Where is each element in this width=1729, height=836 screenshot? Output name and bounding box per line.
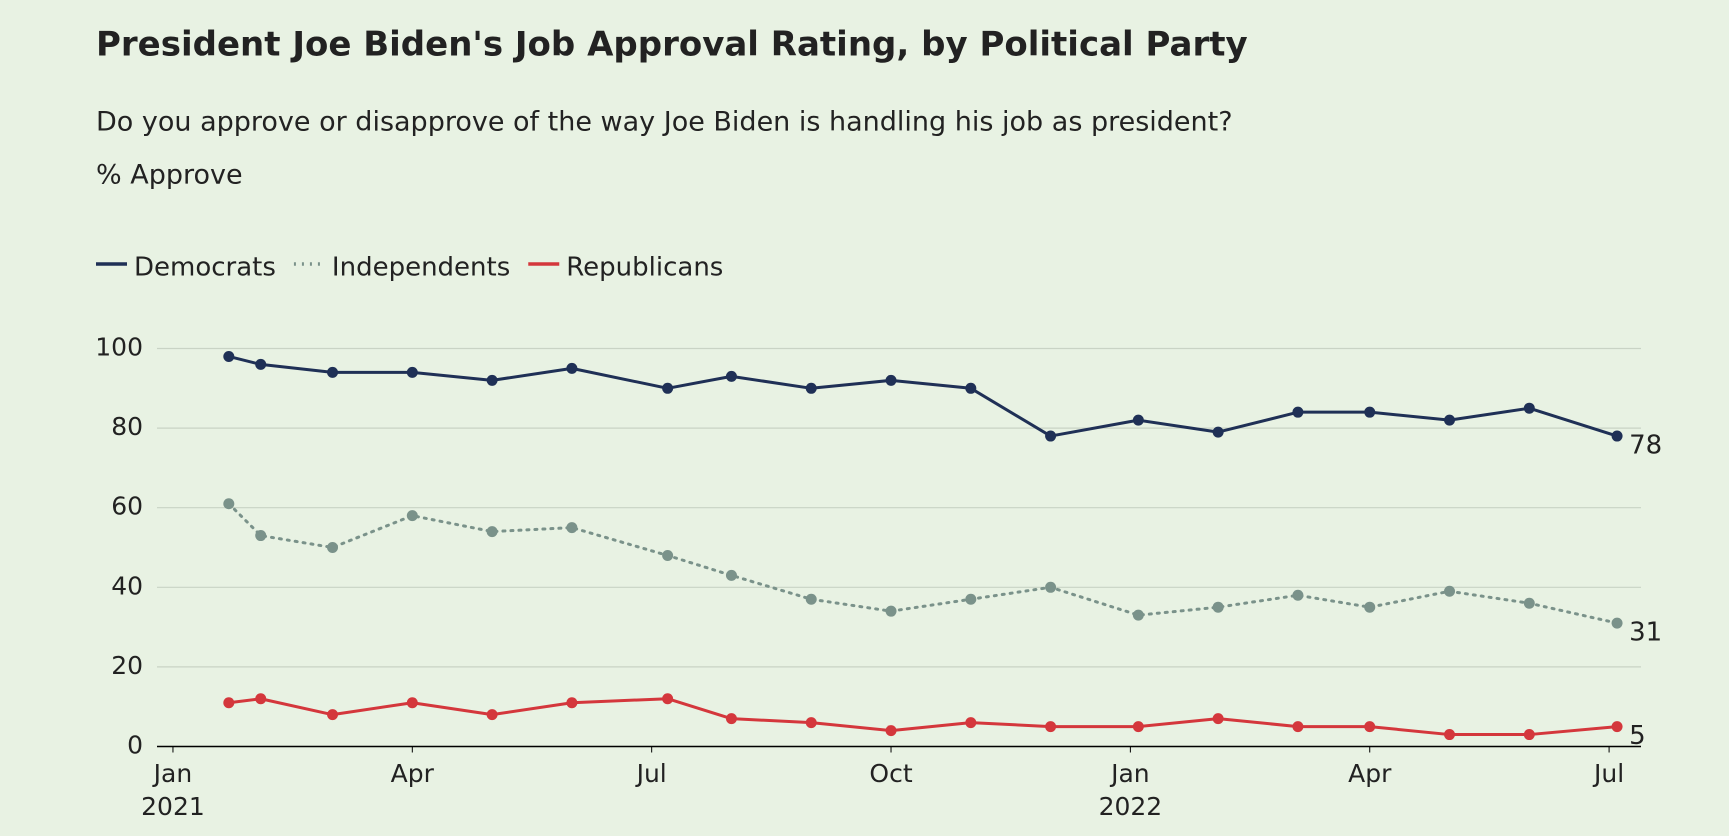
data-point — [965, 717, 977, 729]
data-point — [1212, 426, 1224, 438]
data-point — [406, 697, 418, 709]
data-point — [805, 717, 817, 729]
data-point — [1523, 402, 1535, 414]
data-point — [1364, 406, 1376, 418]
y-tick-label: 40 — [111, 571, 143, 600]
data-point — [1292, 721, 1304, 733]
data-point — [566, 362, 578, 374]
data-point — [965, 593, 977, 605]
data-point — [725, 713, 737, 725]
data-point — [255, 530, 267, 542]
data-point — [662, 693, 674, 705]
x-tick-label: Jan 2021 — [141, 759, 205, 821]
data-point — [1523, 597, 1535, 609]
data-point — [662, 549, 674, 561]
data-point — [1212, 601, 1224, 613]
x-tick-label: Apr — [391, 759, 435, 788]
data-point — [725, 569, 737, 581]
y-tick-label: 60 — [111, 492, 143, 521]
data-point — [406, 366, 418, 378]
y-axis-label: % Approve — [96, 160, 243, 191]
chart-title: President Joe Biden's Job Approval Ratin… — [96, 25, 1248, 65]
y-tick-label: 80 — [111, 412, 143, 441]
data-point — [327, 709, 339, 721]
data-point — [1364, 721, 1376, 733]
x-tick-label: Oct — [869, 759, 912, 788]
data-point — [1212, 713, 1224, 725]
data-point — [1132, 721, 1144, 733]
data-point — [1611, 721, 1623, 733]
legend-label: Republicans — [566, 253, 723, 283]
data-point — [1045, 430, 1057, 442]
data-point — [965, 382, 977, 394]
data-point — [725, 370, 737, 382]
data-point — [662, 382, 674, 394]
y-tick-label: 100 — [95, 333, 143, 362]
data-point — [223, 498, 235, 510]
data-point — [1364, 601, 1376, 613]
data-point — [885, 605, 897, 617]
data-point — [486, 709, 498, 721]
data-point — [805, 382, 817, 394]
end-label: 5 — [1629, 721, 1646, 751]
data-point — [885, 374, 897, 386]
y-tick-label: 20 — [111, 651, 143, 680]
data-point — [1444, 729, 1456, 741]
data-point — [1444, 585, 1456, 597]
data-point — [1611, 430, 1623, 442]
x-tick-label: Jul — [1592, 759, 1624, 788]
data-point — [486, 526, 498, 538]
data-point — [1292, 406, 1304, 418]
data-point — [885, 725, 897, 737]
data-point — [805, 593, 817, 605]
data-point — [1045, 721, 1057, 733]
data-point — [566, 697, 578, 709]
x-tick-label: Jul — [635, 759, 667, 788]
data-point — [255, 693, 267, 705]
legend-label: Independents — [332, 253, 510, 283]
chart-subtitle: Do you approve or disapprove of the way … — [96, 107, 1233, 138]
data-point — [327, 366, 339, 378]
data-point — [1444, 414, 1456, 426]
data-point — [223, 350, 235, 362]
data-point — [327, 542, 339, 553]
data-point — [1132, 414, 1144, 426]
data-point — [1611, 617, 1623, 629]
data-point — [566, 522, 578, 534]
x-tick-label: Apr — [1348, 759, 1392, 788]
y-tick-label: 0 — [127, 731, 143, 760]
end-label: 31 — [1629, 618, 1662, 648]
data-point — [406, 510, 418, 522]
data-point — [1523, 729, 1535, 741]
data-point — [1292, 589, 1304, 601]
data-point — [1045, 581, 1057, 593]
data-point — [255, 358, 267, 370]
end-label: 78 — [1629, 431, 1662, 461]
data-point — [223, 697, 235, 709]
legend-label: Democrats — [134, 253, 276, 283]
data-point — [1132, 609, 1144, 621]
data-point — [486, 374, 498, 386]
x-tick-label: Jan 2022 — [1099, 759, 1163, 821]
